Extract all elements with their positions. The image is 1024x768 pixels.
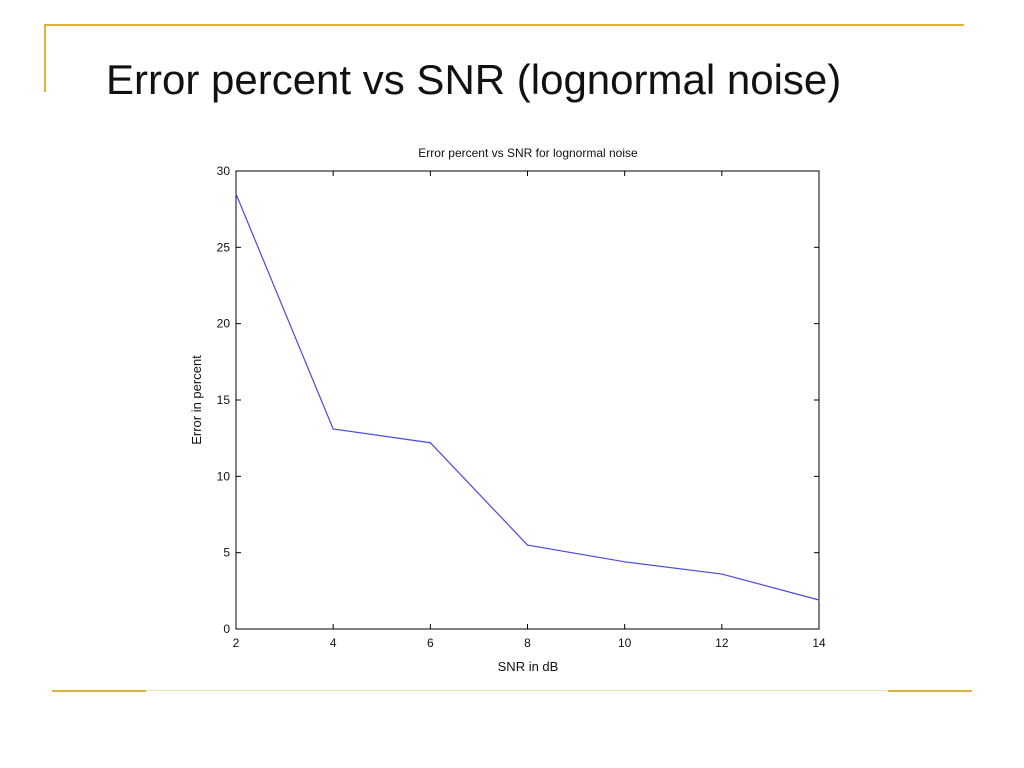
- x-axis-label: SNR in dB: [498, 659, 559, 674]
- plot-frame: [235, 170, 820, 630]
- data-point: [818, 599, 820, 601]
- chart-title: Error percent vs SNR for lognormal noise: [418, 146, 638, 160]
- data-point: [721, 573, 723, 575]
- y-axis-ticks: 0 5 10 15 20 25 30: [217, 164, 819, 636]
- y-tick-label: 20: [217, 317, 231, 331]
- bottom-accent-line-middle: [146, 690, 888, 691]
- x-tick-label: 10: [618, 636, 632, 650]
- series-layer: [235, 193, 820, 601]
- data-point: [526, 544, 529, 546]
- series-line: [235, 193, 820, 601]
- y-tick-label: 25: [217, 240, 231, 254]
- slide-title: Error percent vs SNR (lognormal noise): [106, 56, 842, 103]
- data-point: [332, 428, 334, 430]
- data-point: [235, 193, 237, 195]
- data-point: [624, 561, 626, 563]
- y-tick-label: 0: [223, 622, 230, 636]
- x-tick-label: 14: [812, 636, 826, 650]
- x-tick-label: 8: [524, 636, 531, 650]
- top-accent-line: [44, 24, 964, 26]
- x-axis-ticks: 2 4 6 8 10 12 14: [233, 171, 826, 650]
- bottom-accent-line-left: [52, 690, 146, 692]
- y-axis-label: Error in percent: [189, 355, 204, 445]
- bottom-accent-line-right: [888, 690, 972, 692]
- y-tick-label: 30: [217, 164, 231, 178]
- y-tick-label: 15: [217, 393, 231, 407]
- x-tick-label: 6: [427, 636, 434, 650]
- y-tick-label: 5: [223, 546, 230, 560]
- left-accent-line: [44, 24, 46, 92]
- x-tick-label: 12: [715, 636, 729, 650]
- data-point: [429, 442, 431, 444]
- y-tick-label: 10: [217, 469, 231, 483]
- x-tick-label: 4: [330, 636, 337, 650]
- x-tick-label: 2: [233, 636, 240, 650]
